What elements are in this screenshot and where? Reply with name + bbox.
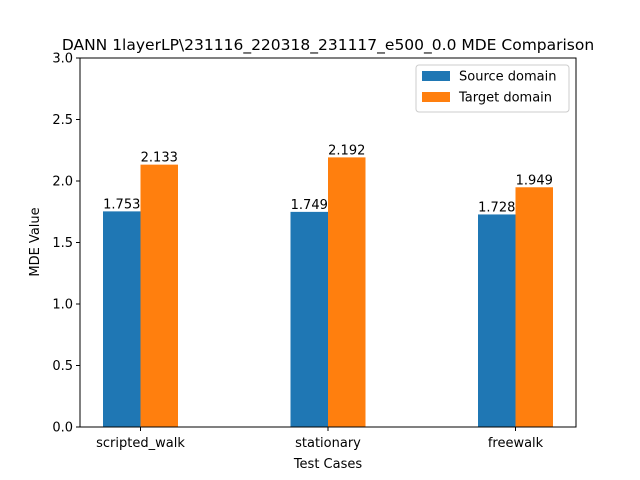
- y-tick-label: 2.0: [52, 175, 73, 190]
- x-axis-label: Test Cases: [293, 457, 363, 472]
- bar-source-domain-freewalk: [478, 214, 516, 427]
- x-axis: scripted_walk stationary freewalk: [96, 427, 544, 451]
- y-tick-label: 1.5: [52, 236, 73, 251]
- data-label: 2.192: [328, 143, 365, 158]
- bar-source-domain-stationary: [290, 211, 328, 427]
- y-tick-label: 2.5: [52, 113, 73, 128]
- data-labels-group: 1.753 1.749 1.728 2.133 2.192 1.949: [103, 143, 553, 215]
- legend-swatch: [422, 71, 450, 81]
- legend-entry: Source domain: [459, 70, 556, 85]
- chart-title: DANN 1layerLP\231116_220318_231117_e500_…: [62, 36, 594, 55]
- x-tick-label: stationary: [295, 436, 361, 451]
- bar-source-domain-scripted-walk: [103, 211, 141, 427]
- y-tick-label: 1.0: [52, 298, 73, 313]
- bars-group: [103, 157, 553, 428]
- legend-box: [415, 64, 570, 113]
- y-tick-label: 0.0: [52, 421, 73, 436]
- y-tick-label: 0.5: [52, 359, 73, 374]
- bar-target-domain-freewalk: [515, 187, 553, 427]
- legend-swatch: [422, 92, 450, 102]
- data-label: 1.728: [478, 200, 515, 215]
- data-label: 1.949: [516, 173, 553, 188]
- bar-target-domain-stationary: [328, 157, 366, 427]
- y-axis-label: MDE Value: [28, 207, 43, 276]
- legend: Source domain Target domain: [415, 64, 570, 113]
- data-label: 2.133: [141, 151, 178, 166]
- bar-target-domain-scripted-walk: [140, 164, 178, 428]
- x-tick-label: scripted_walk: [96, 436, 185, 451]
- legend-entry: Target domain: [458, 91, 552, 106]
- y-tick-label: 3.0: [52, 52, 73, 67]
- y-axis: 0.0 0.5 1.0 1.5 2.0 2.5 3.0: [52, 52, 80, 436]
- data-label: 1.749: [291, 198, 328, 213]
- data-label: 1.753: [103, 197, 140, 212]
- x-tick-label: freewalk: [488, 436, 544, 451]
